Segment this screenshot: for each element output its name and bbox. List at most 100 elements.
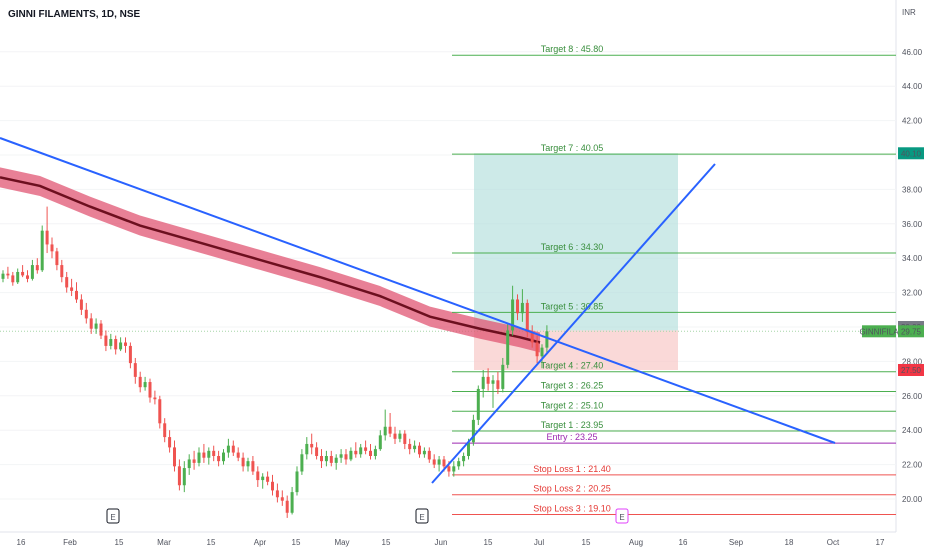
candle-body [119, 342, 123, 350]
candle-body [84, 309, 88, 319]
candle-body [349, 450, 353, 460]
y-tick-label: 34.00 [902, 254, 923, 263]
currency-label: INR [902, 8, 916, 17]
stop-loss-label: Stop Loss 3 : 19.10 [533, 503, 611, 513]
x-tick-label: Mar [157, 538, 171, 547]
candle-body [143, 382, 147, 388]
candle-body [334, 457, 338, 463]
candle-body [207, 450, 211, 458]
target-label: Target 7 : 40.05 [541, 143, 604, 153]
candle-body [70, 287, 74, 291]
y-tick-label: 24.00 [902, 426, 923, 435]
candle-body [511, 299, 515, 331]
candle-body [310, 443, 314, 448]
candle-body [35, 265, 39, 271]
candle-body [182, 468, 186, 486]
ma-line [0, 176, 541, 344]
price-levels: Target 8 : 45.80 Target 7 : 40.05 Target 6… [452, 44, 896, 515]
candle-body [422, 450, 426, 455]
candle-body [94, 323, 98, 329]
y-tick-label: 26.00 [902, 392, 923, 401]
candle-body [192, 459, 196, 463]
candle-body [408, 443, 412, 450]
candle-body [383, 426, 387, 436]
target-label: Target 8 : 45.80 [541, 44, 604, 54]
candle-body [11, 275, 15, 283]
candle-body [217, 456, 221, 462]
candle-body [300, 454, 304, 472]
x-tick-label: 16 [679, 538, 688, 547]
x-tick-label: 15 [382, 538, 391, 547]
candle-body [486, 376, 490, 384]
candle-body [271, 481, 274, 491]
candle-body [40, 230, 44, 271]
earnings-marker-label: E [619, 513, 624, 522]
candles [1, 206, 549, 518]
earnings-marker [415, 508, 429, 524]
price-tag [898, 147, 924, 160]
candle-body [177, 466, 181, 486]
stop-loss-label: Stop Loss 2 : 20.25 [533, 484, 611, 494]
candle-body [467, 442, 470, 456]
price-tag-label: 27.50 [901, 366, 922, 375]
candle-body [6, 273, 10, 276]
candle-body [339, 454, 343, 458]
earnings-marker-label: E [419, 513, 424, 522]
ascending-trendline [431, 163, 716, 484]
candle-body [530, 332, 534, 343]
x-tick-label: 17 [876, 538, 885, 547]
candle-body [285, 500, 289, 513]
candle-body [452, 466, 456, 472]
candle-body [21, 271, 25, 276]
candle-body [378, 435, 382, 450]
candle-body [496, 380, 500, 389]
candle-body [104, 335, 108, 346]
candle-body [60, 265, 64, 278]
x-tick-label: 15 [582, 538, 591, 547]
trendlines [0, 137, 836, 484]
candle-body [79, 299, 83, 310]
x-tick-label: Aug [629, 538, 643, 547]
candle-body [275, 490, 279, 498]
target-label: Target 3 : 26.25 [541, 381, 604, 391]
candle-body [1, 273, 5, 279]
candle-body [476, 388, 480, 420]
candle-body [329, 456, 333, 463]
candle-body [65, 277, 69, 288]
price-tag-label: 40.10 [901, 149, 922, 158]
candle-body [462, 456, 466, 462]
grid [0, 0, 897, 533]
x-tick-label: Feb [63, 538, 77, 547]
candle-body [481, 376, 485, 389]
candle-body [280, 497, 284, 501]
candle-body [447, 466, 451, 472]
symbol-tag [862, 325, 896, 338]
candle-body [75, 290, 78, 300]
position-zones [0, 153, 896, 370]
candle-body [315, 447, 319, 456]
entry-label: Entry : 23.25 [546, 432, 597, 442]
y-tick-label: 38.00 [902, 185, 923, 194]
candle-body [324, 456, 328, 462]
candle-body [457, 461, 461, 467]
candle-body [516, 299, 519, 314]
x-tick-label: Jun [435, 538, 448, 547]
candle-body [344, 454, 348, 460]
candle-body [359, 447, 363, 455]
candle-body [290, 492, 294, 513]
candle-body [354, 450, 358, 455]
candle-body [418, 445, 421, 455]
x-tick-label: Apr [254, 538, 267, 547]
target-label: Target 5 : 30.85 [541, 301, 604, 311]
candle-body [540, 347, 544, 357]
candle-body [442, 459, 446, 467]
profit-zone [474, 153, 678, 331]
x-tick-label: 15 [484, 538, 493, 547]
y-tick-label: 22.00 [902, 461, 923, 470]
candle-body [55, 251, 59, 266]
candle-body [471, 419, 475, 443]
candle-body [295, 471, 299, 493]
candle-body [16, 271, 20, 283]
